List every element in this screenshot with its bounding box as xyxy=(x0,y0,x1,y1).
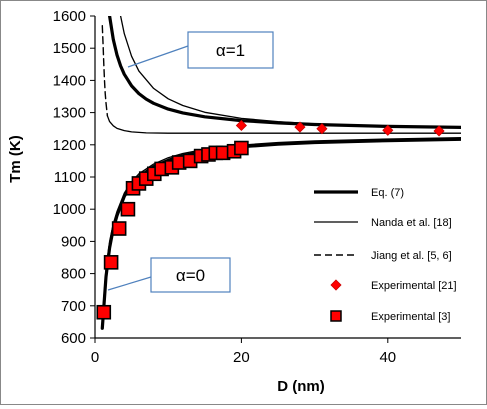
square-marker xyxy=(103,255,119,270)
y-tick-label: 1600 xyxy=(53,8,86,25)
y-axis-title: Tm (K) xyxy=(7,135,24,183)
annotation-label: α=0 xyxy=(176,266,205,285)
callout-box xyxy=(150,257,231,293)
series-line-0 xyxy=(107,16,461,130)
x-axis-title: D (nm) xyxy=(277,378,325,395)
legend-swatch xyxy=(330,279,342,291)
series-markers xyxy=(96,119,445,320)
diamond-marker xyxy=(294,121,306,133)
callout-leader xyxy=(107,276,152,291)
square-marker xyxy=(96,304,112,320)
y-tick-label: 700 xyxy=(61,298,86,315)
y-tick-label: 1500 xyxy=(53,40,86,57)
diamond-marker xyxy=(382,124,394,136)
diamond-marker xyxy=(235,119,247,132)
legend-label: Experimental [21] xyxy=(371,280,457,292)
legend-label: Experimental [3] xyxy=(371,311,450,323)
series-line-1 xyxy=(119,16,461,129)
axes xyxy=(90,15,461,343)
square-marker xyxy=(111,221,127,236)
callout-leader xyxy=(127,45,189,68)
legend-background xyxy=(311,179,459,329)
x-tick-label: 0 xyxy=(91,349,99,366)
diamond-marker xyxy=(316,123,328,135)
y-tick-label: 1100 xyxy=(54,169,86,186)
y-tick-label: 1000 xyxy=(53,201,86,218)
legend-label: Jiang et al. [5, 6] xyxy=(371,250,452,262)
annotation-label: α=1 xyxy=(216,41,245,60)
square-marker xyxy=(120,201,136,217)
legend-swatch xyxy=(330,310,342,322)
diamond-marker xyxy=(433,125,445,137)
y-tick-label: 1400 xyxy=(53,72,86,89)
callouts: α=1 α=0 xyxy=(107,31,274,293)
series-line-2 xyxy=(101,25,109,117)
callout-box xyxy=(187,31,274,69)
tick-labels: 600 700 800 900 1000 1100 1200 1300 1400 1500 1600… xyxy=(53,8,397,366)
x-tick-label: 20 xyxy=(233,349,250,366)
y-tick-label: 800 xyxy=(61,266,86,283)
x-tick-label: 40 xyxy=(379,349,396,366)
y-tick-label: 1200 xyxy=(53,137,86,154)
legend-label: Nanda et al. [18] xyxy=(371,217,452,229)
y-tick-label: 900 xyxy=(61,233,86,250)
y-tick-label: 1300 xyxy=(53,105,86,122)
square-marker xyxy=(234,140,249,156)
series-line-3 xyxy=(106,115,461,134)
legend-label: Eq. (7) xyxy=(371,187,404,199)
legend: Eq. (7) Nanda et al. [18] Jiang et al. [5,… xyxy=(311,179,459,329)
y-tick-label: 600 xyxy=(61,330,86,347)
